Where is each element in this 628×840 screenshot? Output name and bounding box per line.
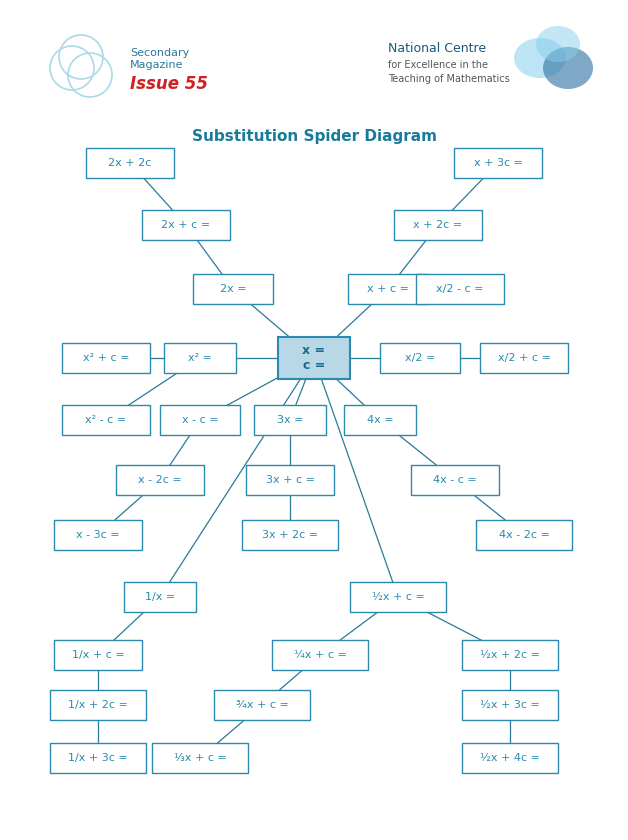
FancyBboxPatch shape	[193, 274, 273, 304]
FancyBboxPatch shape	[160, 405, 240, 435]
Text: x - 3c =: x - 3c =	[76, 530, 120, 540]
Text: 4x - 2c =: 4x - 2c =	[499, 530, 550, 540]
Text: 1/x + c =: 1/x + c =	[72, 650, 124, 660]
FancyBboxPatch shape	[272, 640, 368, 670]
Text: National Centre: National Centre	[388, 42, 486, 55]
Text: x - c =: x - c =	[181, 415, 219, 425]
FancyBboxPatch shape	[462, 640, 558, 670]
Text: Substitution Spider Diagram: Substitution Spider Diagram	[192, 129, 436, 144]
Ellipse shape	[514, 38, 566, 78]
Ellipse shape	[536, 26, 580, 62]
FancyBboxPatch shape	[62, 405, 150, 435]
Text: ½x + 2c =: ½x + 2c =	[480, 650, 540, 660]
FancyBboxPatch shape	[394, 210, 482, 240]
Text: x + 2c =: x + 2c =	[413, 220, 463, 230]
FancyBboxPatch shape	[62, 343, 150, 373]
FancyBboxPatch shape	[246, 465, 334, 495]
Text: ¼x + c =: ¼x + c =	[293, 650, 347, 660]
FancyBboxPatch shape	[142, 210, 230, 240]
FancyBboxPatch shape	[344, 405, 416, 435]
Text: x =
c =: x = c =	[303, 344, 325, 372]
Text: Teaching of Mathematics: Teaching of Mathematics	[388, 74, 510, 84]
Text: x/2 - c =: x/2 - c =	[436, 284, 484, 294]
Text: Secondary
Magazine: Secondary Magazine	[130, 48, 189, 70]
Text: x² =: x² =	[188, 353, 212, 363]
FancyBboxPatch shape	[380, 343, 460, 373]
Text: x/2 + c =: x/2 + c =	[497, 353, 550, 363]
FancyBboxPatch shape	[411, 465, 499, 495]
Text: 2x + c =: 2x + c =	[161, 220, 210, 230]
Text: ½x + c =: ½x + c =	[372, 592, 425, 602]
FancyBboxPatch shape	[242, 520, 338, 550]
Text: 3x + 2c =: 3x + 2c =	[262, 530, 318, 540]
FancyBboxPatch shape	[348, 274, 428, 304]
Text: ⅓x + c =: ⅓x + c =	[173, 753, 227, 763]
FancyBboxPatch shape	[214, 690, 310, 720]
FancyBboxPatch shape	[254, 405, 326, 435]
FancyBboxPatch shape	[350, 582, 446, 612]
FancyBboxPatch shape	[476, 520, 572, 550]
FancyBboxPatch shape	[480, 343, 568, 373]
FancyBboxPatch shape	[124, 582, 196, 612]
Text: 4x - c =: 4x - c =	[433, 475, 477, 485]
Text: 3x + c =: 3x + c =	[266, 475, 315, 485]
Text: 1/x =: 1/x =	[145, 592, 175, 602]
Text: x² + c =: x² + c =	[83, 353, 129, 363]
Text: 3x =: 3x =	[277, 415, 303, 425]
Text: Issue 55: Issue 55	[130, 75, 208, 93]
Text: ½x + 4c =: ½x + 4c =	[480, 753, 540, 763]
FancyBboxPatch shape	[164, 343, 236, 373]
FancyBboxPatch shape	[416, 274, 504, 304]
Text: 2x =: 2x =	[220, 284, 246, 294]
Ellipse shape	[543, 47, 593, 89]
Text: x + 3c =: x + 3c =	[474, 158, 522, 168]
Text: x + c =: x + c =	[367, 284, 409, 294]
Text: for Excellence in the: for Excellence in the	[388, 60, 488, 70]
Text: 2x + 2c: 2x + 2c	[108, 158, 152, 168]
FancyBboxPatch shape	[462, 690, 558, 720]
FancyBboxPatch shape	[278, 337, 350, 379]
Text: x - 2c =: x - 2c =	[138, 475, 182, 485]
Text: 1/x + 2c =: 1/x + 2c =	[68, 700, 128, 710]
FancyBboxPatch shape	[462, 743, 558, 773]
FancyBboxPatch shape	[54, 520, 142, 550]
Text: x² - c =: x² - c =	[85, 415, 127, 425]
Text: 1/x + 3c =: 1/x + 3c =	[68, 753, 128, 763]
Text: ½x + 3c =: ½x + 3c =	[480, 700, 540, 710]
Text: 4x =: 4x =	[367, 415, 393, 425]
Text: x/2 =: x/2 =	[405, 353, 435, 363]
FancyBboxPatch shape	[50, 690, 146, 720]
FancyBboxPatch shape	[50, 743, 146, 773]
FancyBboxPatch shape	[54, 640, 142, 670]
FancyBboxPatch shape	[454, 148, 542, 178]
FancyBboxPatch shape	[116, 465, 204, 495]
Text: ¾x + c =: ¾x + c =	[236, 700, 288, 710]
FancyBboxPatch shape	[86, 148, 174, 178]
FancyBboxPatch shape	[152, 743, 248, 773]
